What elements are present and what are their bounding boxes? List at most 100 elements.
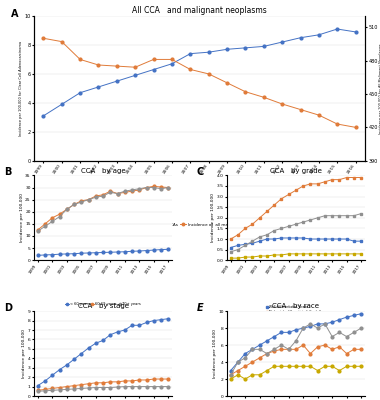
Distant	[115, 385, 120, 390]
Well differentiated; Grade I	[352, 239, 356, 244]
Y-axis label: Incidence per 100,000 for All Malignant Neoplasms: Incidence per 100,000 for All Malignant …	[379, 43, 380, 134]
Black	[279, 347, 284, 352]
Regional	[50, 386, 55, 391]
Well differentiated; Grade I	[294, 236, 298, 240]
70+ years	[122, 189, 127, 194]
Moderately differentiated; Grade II	[243, 226, 247, 231]
Undifferentiated, anaplastic; Grade IV	[228, 256, 233, 260]
Black	[250, 360, 255, 364]
Poorly differentiated; Grade III	[308, 218, 313, 222]
< 60 years	[115, 250, 120, 254]
Line: Localized: Localized	[36, 317, 170, 387]
Poorly differentiated; Grade III	[323, 213, 327, 218]
Text: D: D	[4, 303, 12, 313]
White	[250, 347, 255, 352]
White	[315, 322, 320, 326]
Localized	[122, 328, 127, 332]
Incidence of CCAs	[353, 30, 358, 34]
Localized	[101, 338, 105, 343]
Black	[228, 372, 233, 377]
Incidence of  all malignant neoplasms	[133, 65, 138, 70]
Asian or Pacific Islander	[287, 364, 291, 369]
Incidence of CCAs	[298, 35, 303, 40]
Line: American Indian/Alaska Native: American Indian/Alaska Native	[229, 322, 363, 376]
< 60 years	[159, 247, 163, 252]
70+ years	[152, 185, 156, 190]
Asian or Pacific Islander	[330, 364, 334, 369]
Undifferentiated, anaplastic; Grade IV	[243, 255, 247, 260]
White	[352, 313, 356, 318]
American Indian/Alaska Native	[243, 356, 247, 360]
Legend: Well differentiated; Grade I, Moderately differentiated; Grade II, Poorly differ: Well differentiated; Grade I, Moderately…	[264, 304, 328, 326]
American Indian/Alaska Native	[352, 330, 356, 335]
Poorly differentiated; Grade III	[272, 228, 277, 233]
White	[323, 322, 327, 326]
Poorly differentiated; Grade III	[228, 249, 233, 254]
Undifferentiated, anaplastic; Grade IV	[294, 252, 298, 256]
< 60 years	[93, 250, 98, 255]
Incidence of CCAs	[280, 40, 285, 44]
Poorly differentiated; Grade III	[257, 234, 262, 239]
< 60 years	[86, 250, 91, 255]
American Indian/Alaska Native	[301, 326, 306, 330]
Text: B: B	[4, 167, 11, 177]
70+ years	[130, 188, 135, 192]
White	[257, 343, 262, 348]
Well differentiated; Grade I	[236, 243, 240, 248]
Distant	[130, 384, 135, 389]
< 60 years	[144, 248, 149, 253]
Black	[315, 344, 320, 349]
< 60 years	[50, 252, 55, 257]
White	[308, 324, 313, 329]
60-69 years	[101, 192, 105, 197]
Incidence of  all malignant neoplasms	[225, 80, 229, 85]
American Indian/Alaska Native	[337, 330, 342, 335]
Line: 70+ years: 70+ years	[36, 186, 170, 232]
Black	[308, 351, 313, 356]
Incidence of CCAs	[41, 114, 46, 118]
White	[243, 351, 247, 356]
Asian or Pacific Islander	[228, 377, 233, 382]
Regional	[101, 380, 105, 385]
Distant	[93, 385, 98, 390]
Localized	[79, 351, 84, 356]
Asian or Pacific Islander	[272, 364, 277, 369]
Black	[344, 351, 349, 356]
Localized	[152, 318, 156, 323]
Y-axis label: Incidence per 100,000: Incidence per 100,000	[213, 329, 217, 378]
Undifferentiated, anaplastic; Grade IV	[301, 252, 306, 256]
Title: CCA   by grade: CCA by grade	[270, 168, 322, 174]
Asian or Pacific Islander	[359, 364, 363, 369]
Undifferentiated, anaplastic; Grade IV	[330, 252, 334, 256]
Line: Distant: Distant	[36, 385, 170, 393]
Black	[359, 347, 363, 352]
Asian or Pacific Islander	[323, 364, 327, 369]
Regional	[43, 387, 48, 392]
Regional	[65, 384, 69, 389]
Localized	[50, 373, 55, 378]
Line: Incidence of CCAs: Incidence of CCAs	[42, 28, 357, 117]
Asian or Pacific Islander	[344, 364, 349, 369]
Well differentiated; Grade I	[330, 237, 334, 242]
Title: All CCA   and malignant neoplasms: All CCA and malignant neoplasms	[132, 6, 267, 15]
70+ years	[72, 202, 76, 207]
White	[359, 311, 363, 316]
Regional	[166, 377, 171, 382]
Moderately differentiated; Grade II	[323, 179, 327, 184]
American Indian/Alaska Native	[315, 326, 320, 330]
Regional	[72, 383, 76, 388]
Incidence of  all malignant neoplasms	[151, 57, 156, 62]
Incidence of CCAs	[188, 51, 193, 56]
Line: Asian or Pacific Islander: Asian or Pacific Islander	[229, 365, 363, 380]
Distant	[144, 384, 149, 389]
60-69 years	[36, 228, 40, 232]
Asian or Pacific Islander	[337, 368, 342, 373]
60-69 years	[65, 207, 69, 212]
Distant	[101, 385, 105, 390]
Line: Regional: Regional	[36, 378, 170, 392]
< 60 years	[72, 251, 76, 256]
Well differentiated; Grade I	[264, 237, 269, 242]
60-69 years	[166, 185, 171, 190]
Poorly differentiated; Grade III	[264, 232, 269, 237]
American Indian/Alaska Native	[330, 334, 334, 339]
